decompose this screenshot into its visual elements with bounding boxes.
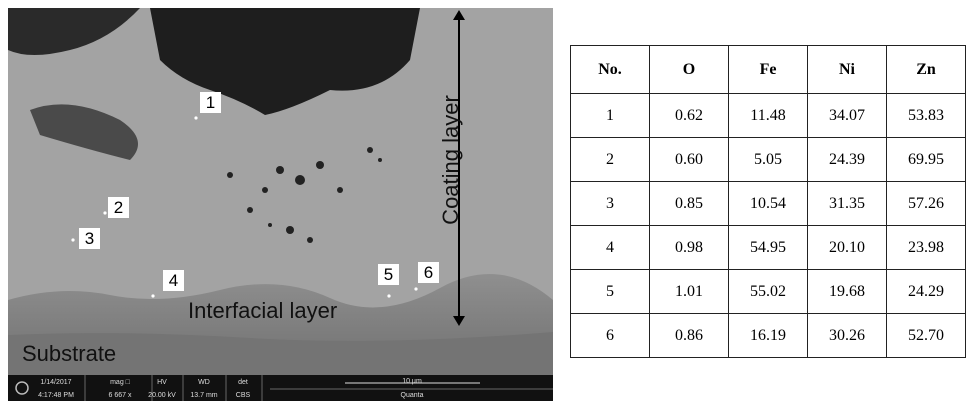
table-cell: 5 (571, 270, 650, 314)
table-cell: 24.29 (887, 270, 966, 314)
info-text: 4:17:48 PM (38, 392, 74, 399)
table-cell: 57.26 (887, 182, 966, 226)
point-label: 6 (424, 263, 433, 282)
info-text: 13.7 mm (190, 392, 217, 399)
table-cell: 10.54 (729, 182, 808, 226)
interfacial-label: Interfacial layer (188, 298, 337, 323)
table-cell: 5.05 (729, 138, 808, 182)
table-cell: 23.98 (887, 226, 966, 270)
header-cell: Fe (729, 46, 808, 94)
point-dot (194, 116, 197, 119)
table-cell: 2 (571, 138, 650, 182)
table-cell: 20.10 (808, 226, 887, 270)
table-cell: 19.68 (808, 270, 887, 314)
table-cell: 11.48 (729, 94, 808, 138)
info-text: CBS (236, 392, 251, 399)
table-cell: 0.85 (650, 182, 729, 226)
table-cell: 52.70 (887, 314, 966, 358)
table-cell: 0.86 (650, 314, 729, 358)
point-label: 3 (85, 229, 94, 248)
info-text: mag □ (110, 379, 131, 386)
table-cell: 0.98 (650, 226, 729, 270)
point-dot (71, 238, 74, 241)
point-dot (103, 211, 106, 214)
point-label: 1 (206, 93, 215, 112)
point-dot (387, 294, 390, 297)
point-label: 4 (169, 271, 178, 290)
table-cell: 53.83 (887, 94, 966, 138)
header-cell: No. (571, 46, 650, 94)
table-cell: 54.95 (729, 226, 808, 270)
header-cell: Ni (808, 46, 887, 94)
micrograph: Coating layer Interfacial layer Substrat… (0, 0, 560, 401)
header-cell: Zn (887, 46, 966, 94)
substrate-label: Substrate (22, 341, 116, 366)
table-cell: 4 (571, 226, 650, 270)
info-text: HV (157, 379, 167, 386)
point-label: 2 (114, 198, 123, 217)
table-cell: 6 (571, 314, 650, 358)
point-dot (414, 287, 417, 290)
table-cell: 0.60 (650, 138, 729, 182)
table-cell: 1.01 (650, 270, 729, 314)
info-text: Quanta (401, 392, 424, 399)
table-cell: 34.07 (808, 94, 887, 138)
info-bar (8, 375, 553, 401)
info-text: det (238, 379, 248, 386)
table-cell: 3 (571, 182, 650, 226)
info-text: 1/14/2017 (40, 379, 71, 386)
table-cell: 16.19 (729, 314, 808, 358)
table-cell: 30.26 (808, 314, 887, 358)
table-cell: 0.62 (650, 94, 729, 138)
table-cell: 31.35 (808, 182, 887, 226)
table-cell: 24.39 (808, 138, 887, 182)
table-cell: 69.95 (887, 138, 966, 182)
page: Coating layer Interfacial layer Substrat… (0, 0, 969, 401)
header-cell: O (650, 46, 729, 94)
coating-label: Coating layer (438, 95, 463, 225)
info-text: 6 667 x (109, 392, 132, 399)
point-dot (151, 294, 154, 297)
table-cell: 1 (571, 94, 650, 138)
info-text: 10 μm (402, 378, 422, 385)
table-cell: 55.02 (729, 270, 808, 314)
point-label: 5 (384, 265, 393, 284)
info-text: WD (198, 379, 210, 386)
